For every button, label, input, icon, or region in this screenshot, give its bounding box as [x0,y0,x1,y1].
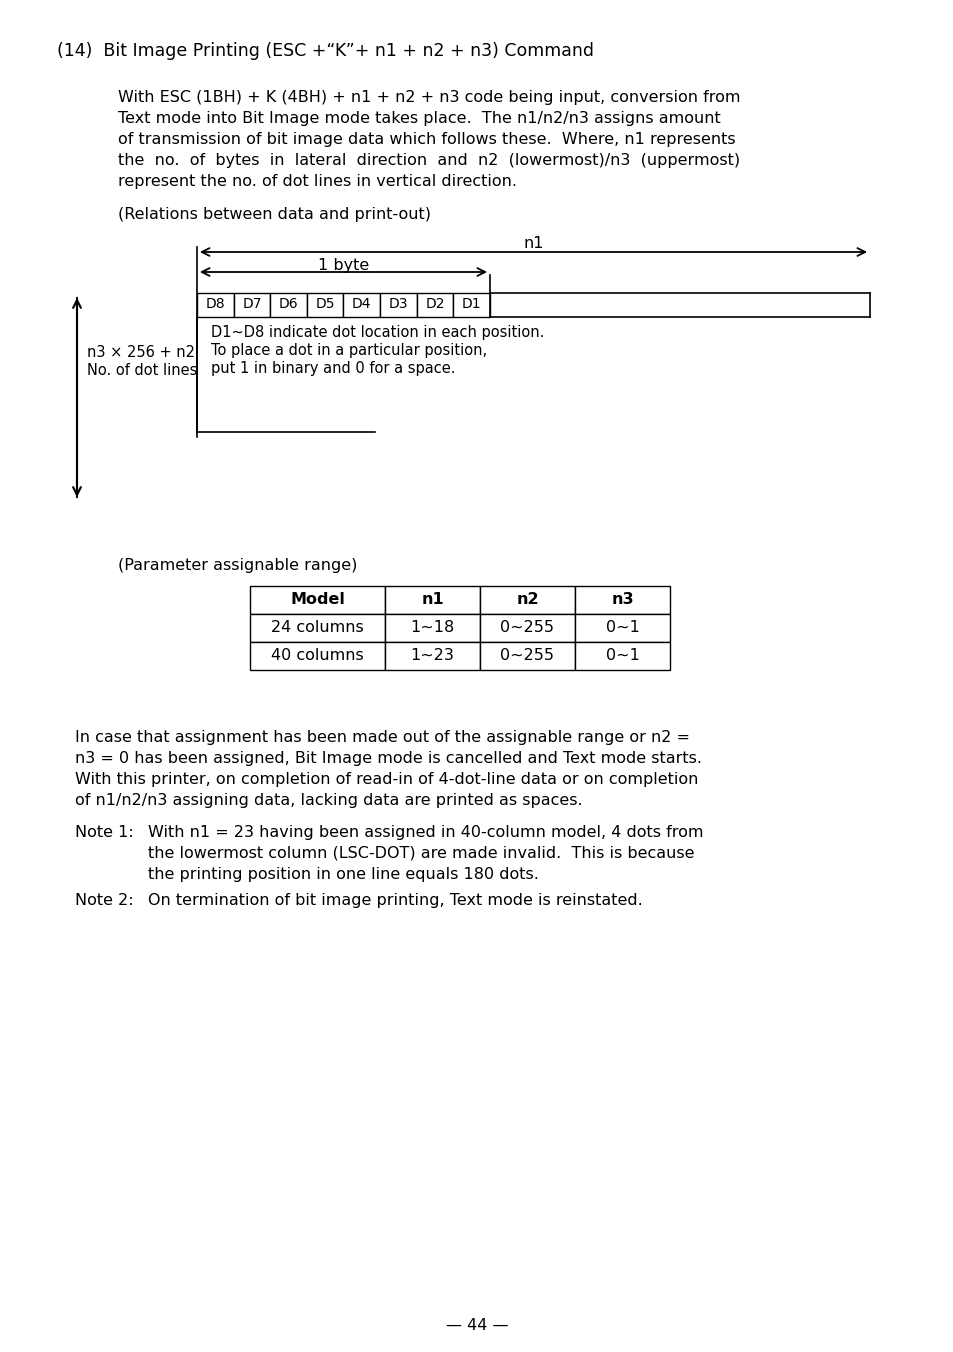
Text: D8: D8 [205,297,225,311]
Text: D7: D7 [242,297,261,311]
Text: D2: D2 [425,297,444,311]
Text: represent the no. of dot lines in vertical direction.: represent the no. of dot lines in vertic… [118,174,517,189]
Bar [343,293,379,316]
Text: the lowermost column (LSC-DOT) are made invalid.  This is because: the lowermost column (LSC-DOT) are made … [148,846,694,861]
Text: Model: Model [290,592,345,607]
Text: 1~18: 1~18 [410,619,455,634]
Bar [233,293,270,316]
Text: D1: D1 [461,297,481,311]
Text: Note 1:: Note 1: [75,825,139,840]
Text: D6: D6 [278,297,298,311]
Text: 0~255: 0~255 [500,619,554,634]
Bar [453,293,490,316]
Text: (Relations between data and print-out): (Relations between data and print-out) [118,207,431,222]
Text: 0~255: 0~255 [500,648,554,662]
Bar [250,642,385,671]
Bar [250,585,385,614]
Bar [385,585,479,614]
Bar [575,642,669,671]
Text: (14)  Bit Image Printing (ESC +“K”+ n1 + n2 + n3) Command: (14) Bit Image Printing (ESC +“K”+ n1 + … [57,42,594,59]
Text: D5: D5 [315,297,335,311]
Bar [575,585,669,614]
Bar [379,293,416,316]
Text: of n1/n2/n3 assigning data, lacking data are printed as spaces.: of n1/n2/n3 assigning data, lacking data… [75,794,582,808]
Text: No. of dot lines: No. of dot lines [87,362,197,379]
Bar [416,293,453,316]
Text: n3: n3 [611,592,633,607]
Text: Text mode into Bit Image mode takes place.  The n1/n2/n3 assigns amount: Text mode into Bit Image mode takes plac… [118,111,720,126]
Text: With n1 = 23 having been assigned in 40-column model, 4 dots from: With n1 = 23 having been assigned in 40-… [148,825,702,840]
Text: D1~D8 indicate dot location in each position.: D1~D8 indicate dot location in each posi… [211,324,544,339]
Text: 0~1: 0~1 [605,648,639,662]
Bar [196,293,233,316]
Text: 1 byte: 1 byte [317,258,369,273]
Text: With this printer, on completion of read-in of 4-dot-line data or on completion: With this printer, on completion of read… [75,772,698,787]
Text: 40 columns: 40 columns [271,648,363,662]
Text: 0~1: 0~1 [605,619,639,634]
Bar [385,614,479,642]
Text: 1~23: 1~23 [410,648,454,662]
Bar [575,614,669,642]
Text: D4: D4 [352,297,371,311]
Text: In case that assignment has been made out of the assignable range or n2 =: In case that assignment has been made ou… [75,730,689,745]
Text: Note 2:: Note 2: [75,894,138,909]
Text: With ESC (1BH) + K (4BH) + n1 + n2 + n3 code being input, conversion from: With ESC (1BH) + K (4BH) + n1 + n2 + n3 … [118,91,740,105]
Text: the  no.  of  bytes  in  lateral  direction  and  n2  (lowermost)/n3  (uppermost: the no. of bytes in lateral direction an… [118,153,740,168]
Bar [250,614,385,642]
Text: of transmission of bit image data which follows these.  Where, n1 represents: of transmission of bit image data which … [118,132,735,147]
Text: 24 columns: 24 columns [271,619,363,634]
Text: n1: n1 [522,237,543,251]
Bar [307,293,343,316]
Text: n3 × 256 + n2: n3 × 256 + n2 [87,345,194,360]
Text: n2: n2 [516,592,538,607]
Bar [479,614,575,642]
Text: To place a dot in a particular position,: To place a dot in a particular position, [211,343,487,358]
Text: — 44 —: — 44 — [445,1318,508,1333]
Text: n1: n1 [420,592,443,607]
Text: the printing position in one line equals 180 dots.: the printing position in one line equals… [148,867,538,882]
Text: n3 = 0 has been assigned, Bit Image mode is cancelled and Text mode starts.: n3 = 0 has been assigned, Bit Image mode… [75,750,701,767]
Text: On termination of bit image printing, Text mode is reinstated.: On termination of bit image printing, Te… [148,894,642,909]
Text: put 1 in binary and 0 for a space.: put 1 in binary and 0 for a space. [211,361,455,376]
Bar [479,642,575,671]
Bar [479,585,575,614]
Bar [385,642,479,671]
Bar [270,293,307,316]
Text: (Parameter assignable range): (Parameter assignable range) [118,558,357,573]
Text: D3: D3 [388,297,408,311]
